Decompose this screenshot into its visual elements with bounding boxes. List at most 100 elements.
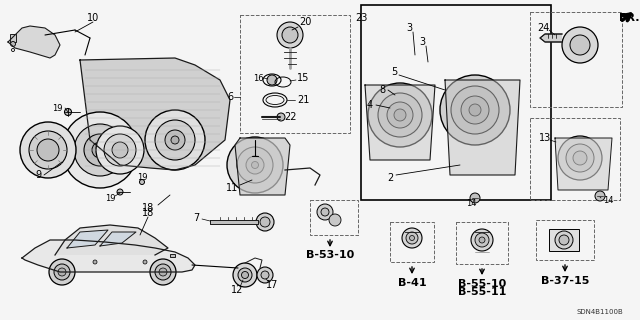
Circle shape — [92, 142, 108, 158]
Circle shape — [461, 96, 489, 124]
Circle shape — [165, 130, 185, 150]
Text: 4: 4 — [367, 100, 373, 110]
Text: SDN4B1100B: SDN4B1100B — [577, 309, 623, 315]
Text: 19: 19 — [52, 103, 62, 113]
Circle shape — [84, 134, 116, 166]
Text: 14: 14 — [603, 196, 614, 204]
Text: 13: 13 — [539, 133, 551, 143]
Circle shape — [402, 228, 422, 248]
Text: 8: 8 — [379, 85, 385, 95]
Polygon shape — [8, 26, 60, 58]
Polygon shape — [22, 240, 195, 272]
Text: 16: 16 — [253, 74, 263, 83]
Text: 10: 10 — [87, 13, 99, 23]
Circle shape — [317, 204, 333, 220]
Polygon shape — [365, 85, 435, 160]
Polygon shape — [445, 80, 520, 175]
Bar — [530, 12, 622, 107]
Text: 23: 23 — [355, 13, 367, 23]
Text: 3: 3 — [406, 23, 412, 33]
Text: 5: 5 — [391, 67, 397, 77]
Circle shape — [562, 27, 598, 63]
Text: 14: 14 — [466, 198, 476, 207]
Circle shape — [573, 151, 587, 165]
Text: 6: 6 — [227, 92, 233, 102]
Text: 18: 18 — [142, 203, 154, 213]
Circle shape — [469, 104, 481, 116]
Text: FR.: FR. — [619, 13, 639, 23]
Text: 3: 3 — [419, 37, 425, 47]
Circle shape — [475, 233, 489, 247]
Circle shape — [62, 112, 138, 188]
Text: B-37-15: B-37-15 — [541, 276, 589, 286]
Circle shape — [143, 260, 147, 264]
Circle shape — [260, 217, 270, 227]
Circle shape — [238, 268, 252, 282]
Circle shape — [49, 259, 75, 285]
Circle shape — [227, 137, 283, 193]
Polygon shape — [55, 225, 168, 255]
Text: 12: 12 — [231, 285, 243, 295]
Text: 24: 24 — [537, 23, 549, 33]
Circle shape — [566, 144, 594, 172]
Polygon shape — [555, 138, 612, 190]
Circle shape — [387, 102, 413, 128]
Circle shape — [394, 109, 406, 121]
Circle shape — [406, 232, 418, 244]
Circle shape — [282, 27, 298, 43]
Circle shape — [267, 75, 277, 85]
Polygon shape — [235, 138, 290, 195]
Circle shape — [256, 213, 274, 231]
Circle shape — [555, 231, 573, 249]
Circle shape — [10, 42, 15, 46]
Polygon shape — [210, 220, 258, 224]
Text: 20: 20 — [299, 17, 311, 27]
Circle shape — [451, 86, 499, 134]
Bar — [390, 222, 434, 262]
Circle shape — [237, 147, 273, 183]
Text: 19: 19 — [137, 172, 147, 181]
Circle shape — [321, 208, 329, 216]
Text: 15: 15 — [297, 73, 309, 83]
Text: 18: 18 — [142, 208, 154, 218]
Bar — [456, 222, 508, 264]
Circle shape — [329, 214, 341, 226]
Bar — [10, 34, 16, 42]
Circle shape — [479, 237, 485, 243]
Circle shape — [155, 120, 195, 160]
Text: 17: 17 — [266, 280, 278, 290]
Circle shape — [112, 142, 128, 158]
Circle shape — [470, 193, 480, 203]
Circle shape — [145, 110, 205, 170]
Circle shape — [74, 124, 126, 176]
Circle shape — [471, 229, 493, 251]
Circle shape — [150, 259, 176, 285]
Text: 7: 7 — [193, 213, 199, 223]
Circle shape — [368, 83, 432, 147]
Circle shape — [54, 264, 70, 280]
Bar — [240, 15, 350, 133]
Circle shape — [570, 35, 590, 55]
Circle shape — [171, 136, 179, 144]
Circle shape — [246, 156, 264, 174]
Bar — [361, 5, 551, 200]
Bar — [536, 220, 594, 260]
Circle shape — [117, 189, 123, 195]
Bar — [170, 254, 175, 257]
Text: 19: 19 — [105, 194, 115, 203]
Text: B-41: B-41 — [397, 278, 426, 288]
Circle shape — [277, 113, 285, 121]
Circle shape — [65, 108, 72, 116]
Circle shape — [159, 268, 167, 276]
Text: 22: 22 — [284, 112, 296, 122]
Circle shape — [595, 191, 605, 201]
Circle shape — [20, 122, 76, 178]
Circle shape — [155, 264, 171, 280]
Polygon shape — [67, 230, 108, 248]
Circle shape — [558, 136, 602, 180]
Circle shape — [58, 268, 66, 276]
Circle shape — [277, 22, 303, 48]
Circle shape — [257, 267, 273, 283]
Text: B-53-10: B-53-10 — [306, 250, 354, 260]
Text: 21: 21 — [297, 95, 309, 105]
